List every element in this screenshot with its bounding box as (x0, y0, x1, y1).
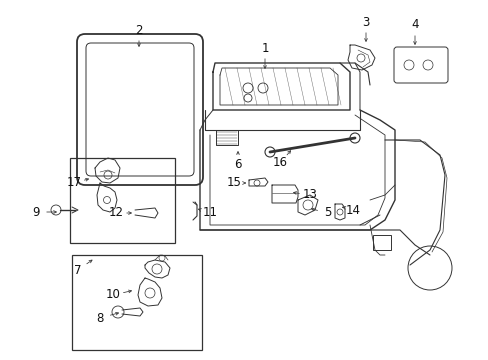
Text: 17: 17 (66, 176, 81, 189)
Text: 11: 11 (202, 207, 217, 220)
Text: 12: 12 (108, 207, 123, 220)
Bar (72, 255, 202, 350)
Text: 14: 14 (345, 203, 360, 216)
Bar (70, 158, 175, 243)
Text: 3: 3 (362, 15, 369, 28)
Text: 4: 4 (410, 18, 418, 31)
Text: 1: 1 (261, 41, 268, 54)
Bar (372, 235, 390, 250)
Text: 15: 15 (226, 176, 241, 189)
Text: 5: 5 (324, 207, 331, 220)
Text: 6: 6 (234, 158, 241, 171)
Text: 16: 16 (272, 157, 287, 170)
Text: 2: 2 (135, 23, 142, 36)
Text: 10: 10 (105, 288, 120, 302)
Text: 7: 7 (74, 264, 81, 276)
Text: 9: 9 (32, 206, 40, 219)
Text: 13: 13 (302, 189, 317, 202)
Text: 8: 8 (96, 311, 103, 324)
